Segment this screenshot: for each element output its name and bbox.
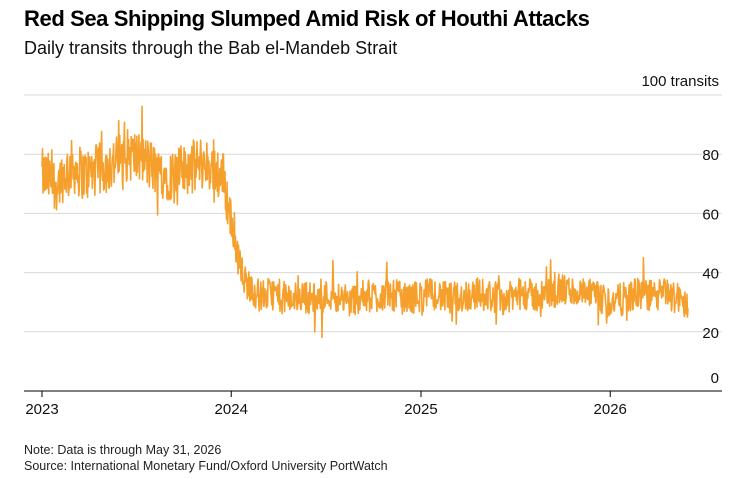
footnotes: Note: Data is through May 31, 2026 Sourc… (24, 442, 388, 474)
x-tick-label-2024: 2024 (215, 401, 248, 418)
series-line-daily-transits (41, 105, 689, 339)
chart-svg: 0 20 40 60 80 100 transits 2023 2024 2025 2026 (24, 73, 722, 418)
y-tick-label-60: 60 (702, 206, 719, 223)
y-axis-labels: 0 20 40 60 80 100 transits (641, 73, 719, 387)
y-tick-label-20: 20 (702, 325, 719, 342)
chart-subtitle: Daily transits through the Bab el-Mandeb… (24, 38, 398, 58)
x-tick-label-2025: 2025 (404, 401, 437, 418)
note-text: Note: Data is through May 31, 2026 (24, 443, 222, 457)
x-tick-label-2026: 2026 (594, 401, 627, 418)
x-tick-label-2023: 2023 (25, 401, 58, 418)
y-tick-label-40: 40 (702, 266, 719, 283)
y-tick-label-0: 0 (711, 370, 719, 387)
y-tick-label-80: 80 (702, 147, 719, 164)
x-axis-ticks: 2023 2024 2025 2026 (25, 391, 627, 418)
y-tick-label-100: 100 transits (641, 73, 719, 90)
chart-title: Red Sea Shipping Slumped Amid Risk of Ho… (24, 6, 590, 31)
source-text: Source: International Monetary Fund/Oxfo… (24, 459, 388, 473)
